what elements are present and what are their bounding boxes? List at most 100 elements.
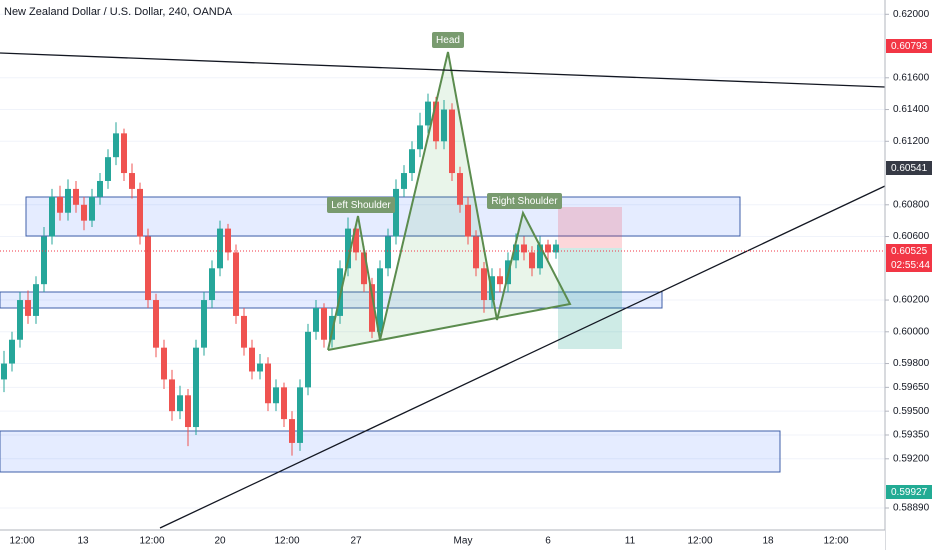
candle-body [41,236,47,285]
candle-body [345,228,351,269]
candle-body [465,204,471,237]
label-box [432,32,464,48]
candle-body [473,236,479,269]
x-tick-label: 12:00 [274,536,299,547]
candle-body [81,204,87,221]
x-tick-label: 18 [762,536,774,547]
candle-body [529,252,535,269]
price-tag [886,244,932,258]
candle-body [553,244,559,253]
candle-body [201,300,207,348]
candle-body [57,196,63,213]
label-box [487,193,562,209]
y-tick-label: 0.60000 [893,326,930,337]
y-tick-label: 0.60600 [893,231,930,242]
price-tag [886,485,932,499]
candle-body [281,387,287,420]
y-tick-label: 0.62000 [893,9,930,20]
label-box [327,197,395,213]
candle-body [297,387,303,443]
price-tag-label: 02:55:44 [891,260,930,271]
price-tag [886,258,932,272]
candle-body [113,133,119,158]
candle-body [449,109,455,174]
head-shoulders [327,51,572,351]
y-tick-label: 0.61600 [893,72,930,83]
annotation: Left Shoulder [331,200,391,211]
candle-body [377,268,383,332]
candle-body [185,395,191,428]
candle-body [425,101,431,126]
candle-body [137,188,143,237]
candle-body [9,339,15,364]
candle-body [97,180,103,197]
candle-body [321,307,327,340]
candle-body [393,188,399,237]
candle-body [25,300,31,316]
candle-body [129,173,135,189]
x-tick-label: May [454,536,473,547]
y-tick-label: 0.60200 [893,295,930,306]
candle-body [313,307,319,332]
y-tick-label: 0.59200 [893,453,930,464]
candle-body [353,228,359,253]
zone [0,291,663,309]
candle-body [417,125,423,150]
candle-body [433,101,439,142]
candle-body [521,244,527,253]
y-tick-label: 0.61400 [893,104,930,115]
candle-body [257,363,263,372]
candle-body [225,228,231,253]
candle-body [217,228,223,269]
candle-body [265,363,271,404]
candle-body [369,284,375,332]
zone [0,430,781,473]
y-tick-label: 0.59500 [893,406,930,417]
price-tag-label: 0.60525 [891,246,928,257]
target-zone [558,248,622,349]
candle-body [169,379,175,412]
x-tick-label: 27 [350,536,362,547]
annotation: Right Shoulder [491,196,558,207]
candle-body [153,300,159,348]
candle-body [145,236,151,301]
candle-body [457,173,463,205]
candle-body [385,236,391,269]
candle-body [481,268,487,301]
x-tick-label: 6 [545,536,551,547]
candle-body [33,284,39,316]
candle-body [273,387,279,404]
candle-body [401,173,407,189]
candle-body [513,244,519,261]
stop-zone [558,207,622,248]
x-tick-label: 11 [625,536,636,547]
candle-body [361,252,367,285]
candle-body [497,276,503,285]
x-tick-label: 12:00 [139,536,164,547]
candle-body [17,300,23,340]
candle-body [121,133,127,174]
x-tick-label: 12:00 [823,536,848,547]
x-tick-label: 20 [214,536,226,547]
y-tick-label: 0.59800 [893,358,930,369]
candle-body [305,331,311,388]
price-tag-label: 0.60793 [891,41,928,52]
trendline [0,52,886,88]
y-tick-label: 0.58890 [893,503,930,514]
price-tag-label: 0.59927 [891,487,928,498]
candle-body [249,347,255,372]
candle-body [161,347,167,380]
price-tag [886,39,932,53]
candle-body [441,109,447,142]
candle-body [409,149,415,174]
candle-body [537,244,543,269]
candle-body [1,363,7,380]
price-tag [886,161,932,175]
candle-body [233,252,239,316]
y-tick-label: 0.59650 [893,382,930,393]
x-tick-label: 12:00 [687,536,712,547]
chart-title: New Zealand Dollar / U.S. Dollar, 240, O… [4,6,233,18]
price-tag-label: 0.60541 [891,163,928,174]
candle-body [209,268,215,301]
